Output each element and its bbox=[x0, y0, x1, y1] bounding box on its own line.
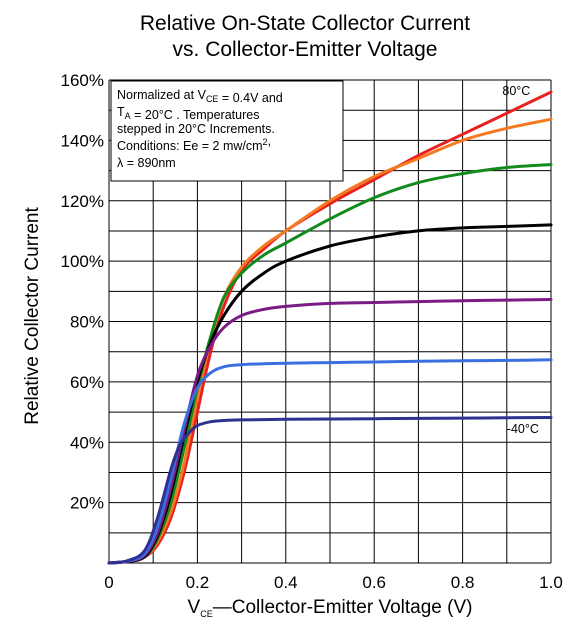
tick-labels: 0 0.2 0.4 0.6 0.8 1.0 20% 40% 60% 80% 100% 120% 140%… bbox=[61, 71, 563, 592]
x-tick-label: 0.8 bbox=[451, 573, 475, 592]
y-tick-label: 60% bbox=[70, 373, 104, 392]
x-tick-label: 1.0 bbox=[539, 573, 563, 592]
curve-label: -40°C bbox=[507, 422, 539, 436]
x-tick-label: 0.4 bbox=[274, 573, 298, 592]
chart-title-line-2: vs. Collector-Emitter Voltage bbox=[173, 38, 438, 61]
series-group bbox=[107, 90, 553, 565]
curve-labels: 80°C -40°C bbox=[502, 84, 539, 436]
x-tick-label: 0.2 bbox=[186, 573, 210, 592]
curve-label: 80°C bbox=[502, 84, 530, 98]
y-tick-label: 20% bbox=[70, 494, 104, 513]
y-tick-label: 140% bbox=[61, 131, 104, 150]
y-tick-label: 80% bbox=[70, 313, 104, 332]
x-tick-label: 0.6 bbox=[362, 573, 386, 592]
y-tick-label: 100% bbox=[61, 252, 104, 271]
annotation-line: stepped in 20°C Increments. bbox=[117, 122, 275, 136]
annotation-line: λ = 890nm bbox=[117, 156, 176, 170]
series-line-7 bbox=[107, 416, 553, 565]
x-tick-label: 0 bbox=[104, 573, 113, 592]
series-line-6 bbox=[107, 358, 553, 565]
x-axis-label: VCE—Collector-Emitter Voltage (V) bbox=[188, 597, 473, 619]
annotation-line: Conditions: Ee = 2 mw/cm2, bbox=[117, 134, 271, 153]
annotation-frame bbox=[110, 80, 344, 182]
y-tick-label: 160% bbox=[61, 71, 104, 90]
annotation-line: Normalized at VCE = 0.4V and bbox=[117, 88, 283, 105]
y-axis-label: Relative Collector Current bbox=[22, 207, 43, 425]
chart-title-line-1: Relative On-State Collector Current bbox=[140, 12, 470, 35]
y-tick-label: 120% bbox=[61, 192, 104, 211]
series-line-5 bbox=[107, 298, 553, 565]
annotation-line: TA = 20°C . Temperatures bbox=[117, 105, 259, 122]
y-tick-label: 40% bbox=[70, 433, 104, 452]
